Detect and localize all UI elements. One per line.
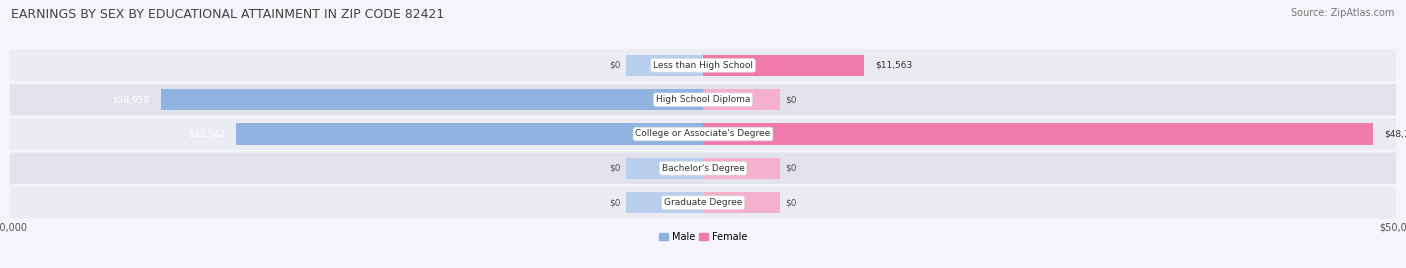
- Text: $0: $0: [785, 164, 797, 173]
- FancyBboxPatch shape: [10, 152, 1396, 184]
- Bar: [703, 55, 863, 76]
- Text: $0: $0: [609, 198, 621, 207]
- Bar: [236, 123, 703, 145]
- Text: High School Diploma: High School Diploma: [655, 95, 751, 104]
- Bar: [703, 123, 1372, 145]
- Text: Less than High School: Less than High School: [652, 61, 754, 70]
- Text: $11,563: $11,563: [875, 61, 912, 70]
- Text: $0: $0: [609, 61, 621, 70]
- Text: Bachelor's Degree: Bachelor's Degree: [662, 164, 744, 173]
- Text: EARNINGS BY SEX BY EDUCATIONAL ATTAINMENT IN ZIP CODE 82421: EARNINGS BY SEX BY EDUCATIONAL ATTAINMEN…: [11, 8, 444, 21]
- FancyBboxPatch shape: [10, 118, 1396, 150]
- Text: $33,542: $33,542: [188, 129, 225, 139]
- Text: Source: ZipAtlas.com: Source: ZipAtlas.com: [1291, 8, 1395, 18]
- Legend: Male, Female: Male, Female: [655, 228, 751, 246]
- Bar: [627, 158, 703, 179]
- Bar: [703, 192, 779, 213]
- Text: $0: $0: [785, 95, 797, 104]
- Bar: [627, 192, 703, 213]
- Text: College or Associate's Degree: College or Associate's Degree: [636, 129, 770, 139]
- Bar: [160, 89, 703, 110]
- FancyBboxPatch shape: [10, 187, 1396, 218]
- Bar: [627, 55, 703, 76]
- Text: $38,958: $38,958: [112, 95, 149, 104]
- Bar: [703, 158, 779, 179]
- FancyBboxPatch shape: [10, 84, 1396, 116]
- Text: $0: $0: [609, 164, 621, 173]
- Text: $0: $0: [785, 198, 797, 207]
- Bar: [703, 89, 779, 110]
- Text: $48,125: $48,125: [1384, 129, 1406, 139]
- FancyBboxPatch shape: [10, 50, 1396, 81]
- Text: Graduate Degree: Graduate Degree: [664, 198, 742, 207]
